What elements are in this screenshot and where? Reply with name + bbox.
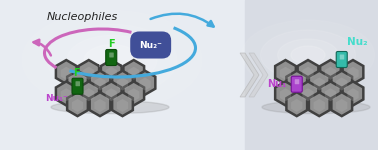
FancyArrowPatch shape — [34, 40, 51, 56]
Polygon shape — [135, 71, 155, 95]
Ellipse shape — [262, 101, 370, 114]
Polygon shape — [78, 60, 99, 84]
Polygon shape — [302, 67, 314, 80]
Polygon shape — [72, 99, 83, 112]
Ellipse shape — [277, 39, 338, 71]
Text: F: F — [108, 39, 115, 49]
Polygon shape — [101, 60, 122, 84]
Polygon shape — [325, 67, 336, 80]
Bar — [245, 0, 378, 150]
Polygon shape — [67, 92, 88, 116]
Polygon shape — [347, 88, 359, 101]
Polygon shape — [342, 60, 363, 84]
Polygon shape — [297, 60, 318, 84]
Ellipse shape — [67, 35, 157, 85]
Polygon shape — [83, 67, 94, 80]
Polygon shape — [342, 81, 363, 105]
Polygon shape — [302, 88, 314, 101]
Polygon shape — [94, 99, 105, 112]
Ellipse shape — [84, 45, 140, 75]
Ellipse shape — [242, 20, 375, 90]
Polygon shape — [112, 71, 133, 95]
Polygon shape — [347, 67, 359, 80]
Polygon shape — [280, 88, 291, 101]
FancyBboxPatch shape — [336, 51, 347, 68]
Polygon shape — [320, 81, 341, 105]
Bar — [0, 0, 245, 150]
FancyBboxPatch shape — [72, 78, 83, 94]
Polygon shape — [83, 88, 94, 101]
Text: Nucleophiles: Nucleophiles — [46, 12, 118, 22]
Polygon shape — [336, 78, 347, 90]
Polygon shape — [139, 78, 150, 90]
Polygon shape — [60, 88, 72, 101]
Polygon shape — [56, 60, 77, 84]
Ellipse shape — [22, 11, 202, 109]
Polygon shape — [287, 71, 307, 95]
Polygon shape — [94, 78, 105, 90]
Polygon shape — [123, 60, 144, 84]
FancyArrowPatch shape — [150, 14, 214, 27]
FancyBboxPatch shape — [109, 52, 114, 57]
Polygon shape — [332, 92, 352, 116]
Ellipse shape — [51, 101, 169, 114]
Polygon shape — [117, 99, 128, 112]
Polygon shape — [112, 92, 133, 116]
Polygon shape — [325, 88, 336, 101]
Polygon shape — [78, 81, 99, 105]
Polygon shape — [90, 71, 110, 95]
Ellipse shape — [291, 46, 325, 64]
Polygon shape — [249, 53, 268, 97]
Ellipse shape — [47, 24, 177, 96]
Polygon shape — [117, 78, 128, 90]
Polygon shape — [101, 81, 122, 105]
Polygon shape — [67, 71, 88, 95]
Ellipse shape — [260, 30, 355, 80]
Polygon shape — [275, 60, 296, 84]
FancyBboxPatch shape — [291, 76, 302, 92]
FancyBboxPatch shape — [340, 54, 344, 60]
Text: F: F — [73, 68, 80, 78]
FancyBboxPatch shape — [295, 79, 299, 84]
Polygon shape — [56, 81, 77, 105]
Polygon shape — [128, 88, 139, 101]
FancyBboxPatch shape — [76, 81, 80, 86]
Polygon shape — [297, 81, 318, 105]
Polygon shape — [336, 99, 347, 112]
Polygon shape — [287, 92, 307, 116]
Polygon shape — [275, 81, 296, 105]
Polygon shape — [240, 53, 259, 97]
Polygon shape — [90, 92, 110, 116]
Polygon shape — [309, 71, 330, 95]
Polygon shape — [314, 78, 325, 90]
Polygon shape — [105, 67, 117, 80]
Polygon shape — [280, 67, 291, 80]
Text: Nu₁: Nu₁ — [267, 79, 287, 89]
Text: Nu₂: Nu₂ — [347, 37, 367, 47]
Polygon shape — [320, 60, 341, 84]
Polygon shape — [105, 88, 117, 101]
Polygon shape — [314, 99, 325, 112]
Polygon shape — [60, 67, 72, 80]
Polygon shape — [128, 67, 139, 80]
Text: Nu₂⁻: Nu₂⁻ — [139, 40, 162, 50]
Polygon shape — [291, 78, 302, 90]
Text: Nu₁⁻: Nu₁⁻ — [45, 94, 68, 103]
FancyBboxPatch shape — [106, 50, 117, 66]
Polygon shape — [309, 92, 330, 116]
Polygon shape — [123, 81, 144, 105]
Polygon shape — [291, 99, 302, 112]
Polygon shape — [72, 78, 83, 90]
Polygon shape — [332, 71, 352, 95]
